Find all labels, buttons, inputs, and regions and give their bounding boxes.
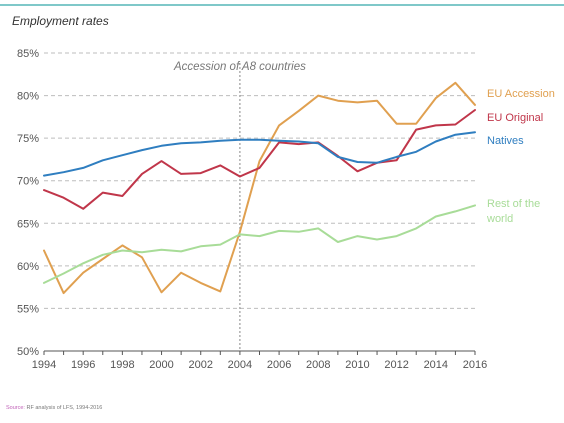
x-tick-label-2006: 2006 <box>267 359 291 371</box>
x-tick-label-2000: 2000 <box>149 359 173 371</box>
legend: EU Accession EU Original Natives Rest of th… <box>486 88 555 225</box>
y-tick-label-60: 60% <box>17 261 39 273</box>
x-tick-label-1994: 1994 <box>32 359 56 371</box>
legend-label-natives: Natives <box>487 135 524 147</box>
chart-title: Employment rates <box>12 14 109 28</box>
x-tick-label-2014: 2014 <box>424 359 448 371</box>
y-tick-label-85: 85% <box>17 48 39 60</box>
x-tick-label-1996: 1996 <box>71 359 95 371</box>
source-text: RF analysis of LFS, 1994-2016 <box>26 405 103 411</box>
series-line-rest-of-the-world <box>43 204 476 284</box>
x-tick-label-2004: 2004 <box>228 359 252 371</box>
x-tick-label-2002: 2002 <box>188 359 212 371</box>
x-tick-label-1998: 1998 <box>110 359 134 371</box>
y-tick-label-75: 75% <box>17 133 39 145</box>
accession-annotation: Accession of A8 countries <box>173 61 306 73</box>
source-note: Source: RF analysis of LFS, 1994-2016 <box>6 405 102 411</box>
legend-label-eu-accession: EU Accession <box>487 88 555 100</box>
top-rule <box>0 4 564 6</box>
legend-label-rest-of-the-world: Rest of the world <box>486 198 540 225</box>
series-line-eu-accession <box>43 81 476 295</box>
y-tick-label-80: 80% <box>17 91 39 103</box>
series-line-natives <box>43 131 476 177</box>
annotation-group: Accession of A8 countries <box>173 61 306 351</box>
y-tick-label-70: 70% <box>17 176 39 188</box>
series-lines <box>43 81 476 295</box>
x-tick-label-2008: 2008 <box>306 359 330 371</box>
y-tick-label-55: 55% <box>17 303 39 315</box>
y-tick-label-65: 65% <box>17 218 39 230</box>
x-tick-label-2016: 2016 <box>463 359 487 371</box>
grid-lines <box>44 52 475 309</box>
source-label: Source: <box>6 405 25 411</box>
legend-label-eu-original: EU Original <box>487 112 543 124</box>
axes: 50% 55% 60% 65% 70% 75% 80% 85% 1994 1996 1998 2000… <box>17 48 487 371</box>
series-line-eu-original <box>43 109 476 210</box>
x-tick-label-2010: 2010 <box>345 359 369 371</box>
y-tick-label-50: 50% <box>17 346 39 358</box>
x-tick-label-2012: 2012 <box>384 359 408 371</box>
